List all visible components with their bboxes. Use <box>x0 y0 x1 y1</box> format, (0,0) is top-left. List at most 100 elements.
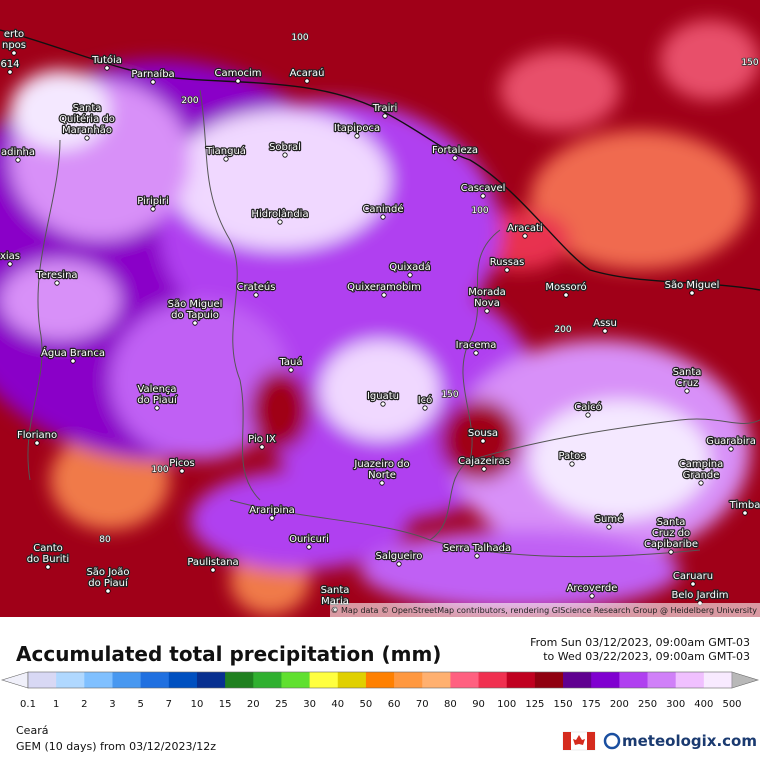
bar-frame <box>27 671 733 689</box>
city-dot <box>484 308 490 314</box>
city-dot <box>569 461 575 467</box>
city-label: Assu <box>593 318 617 329</box>
bar-label: 7 <box>166 699 172 710</box>
city-label: Grande <box>683 470 720 481</box>
city-label: Parnaíba <box>131 68 174 80</box>
contour-label: 100 <box>151 465 168 475</box>
logo[interactable]: meteologix.com <box>622 732 757 750</box>
bar-segment <box>84 672 113 688</box>
bar-label: 70 <box>416 699 429 710</box>
city-label: Maranhão <box>62 125 112 136</box>
city-label: Camocim <box>215 68 262 79</box>
city-label: do Buriti <box>27 554 69 565</box>
city-dot <box>150 206 156 212</box>
city-dot <box>742 510 748 516</box>
city-label: Sousa <box>468 428 498 439</box>
bar-segment <box>647 672 677 688</box>
city-dot <box>15 157 21 163</box>
bar-segment <box>591 672 620 688</box>
city-label: Sumé <box>595 513 624 525</box>
bar-segment <box>253 672 282 688</box>
city-dot <box>45 564 51 570</box>
city-dot <box>504 267 510 273</box>
city-dot <box>259 444 265 450</box>
attribution: © Map data © OpenStreetMap contributors,… <box>330 606 757 615</box>
coastline <box>0 29 760 291</box>
bar-label: 5 <box>137 699 143 710</box>
bar-label: 200 <box>610 699 629 710</box>
city-label: Iguatu <box>367 391 399 402</box>
bar-segment <box>675 672 705 688</box>
bar-label: 60 <box>388 699 401 710</box>
city-dot <box>54 280 60 286</box>
bar-label: 250 <box>638 699 657 710</box>
city-dot <box>473 350 479 356</box>
contour-label: 200 <box>554 325 571 335</box>
bar-segment <box>281 672 311 688</box>
city-dot <box>728 446 734 452</box>
map <box>0 0 760 617</box>
city-label: Valença <box>137 384 176 395</box>
bar-label: 20 <box>247 699 260 710</box>
city-label: Morada <box>468 287 505 298</box>
city-label: Patos <box>559 451 586 462</box>
city-label: npos <box>2 40 26 51</box>
bar-segment <box>56 672 85 688</box>
city-label: Santa <box>321 585 350 596</box>
city-label: xias <box>0 251 20 262</box>
city-label: Itapipoca <box>334 123 380 134</box>
city-dot <box>282 152 288 158</box>
bar-segment <box>365 672 395 688</box>
city-dot <box>354 133 360 139</box>
city-label: Guarabira <box>706 436 756 447</box>
legend-title: Accumulated total precipitation (mm) <box>16 642 441 666</box>
city-label: Acaraú <box>290 67 325 79</box>
city-dot <box>379 480 385 486</box>
city-label: Ouricuri <box>289 534 329 545</box>
city-label: Fortaleza <box>432 145 478 156</box>
bar-label: 125 <box>525 699 544 710</box>
city-dot <box>235 78 241 84</box>
bar-label: 300 <box>666 699 685 710</box>
city-label: Santa <box>73 103 102 114</box>
city-label: Tauá <box>278 356 302 368</box>
city-dot <box>104 65 110 71</box>
bar-label: 400 <box>694 699 713 710</box>
city-dot <box>7 69 13 75</box>
contour-label: 150 <box>441 390 458 400</box>
city-label: Araripina <box>249 505 295 516</box>
city-label: Russas <box>490 257 525 268</box>
city-label: do Piauí <box>88 577 129 589</box>
city-dot <box>253 292 259 298</box>
bar-label: 2 <box>81 699 87 710</box>
city-dot <box>154 405 160 411</box>
city-label: Sobral <box>269 142 301 153</box>
city-dot <box>585 412 591 418</box>
city-dot <box>210 567 216 573</box>
city-dot <box>407 272 413 278</box>
city-label: Campina <box>679 459 723 470</box>
bar-label: 3 <box>109 699 115 710</box>
city-dot <box>380 401 386 407</box>
contour-label: 200 <box>181 96 198 106</box>
city-label: Arcoverde <box>567 583 618 594</box>
city-dot <box>606 524 612 530</box>
bar-label: 80 <box>444 699 457 710</box>
city-label: do Piauí <box>137 394 178 406</box>
city-dot <box>602 328 608 334</box>
bar-segment <box>450 672 480 688</box>
bar-segment <box>337 672 367 688</box>
city-label: Juazeiro do <box>353 459 409 470</box>
city-label: Pio IX <box>248 434 276 445</box>
bar-segment <box>140 672 170 688</box>
city-label: Tianguá <box>205 145 246 157</box>
city-label: Quixadá <box>389 261 431 273</box>
city-dot <box>192 320 198 326</box>
bar-segment <box>225 672 254 688</box>
city-label: Paulistana <box>187 557 238 568</box>
city-dot <box>84 135 90 141</box>
bar-label: 1 <box>53 699 59 710</box>
bar-segment <box>112 672 142 688</box>
bar-segment <box>168 672 198 688</box>
